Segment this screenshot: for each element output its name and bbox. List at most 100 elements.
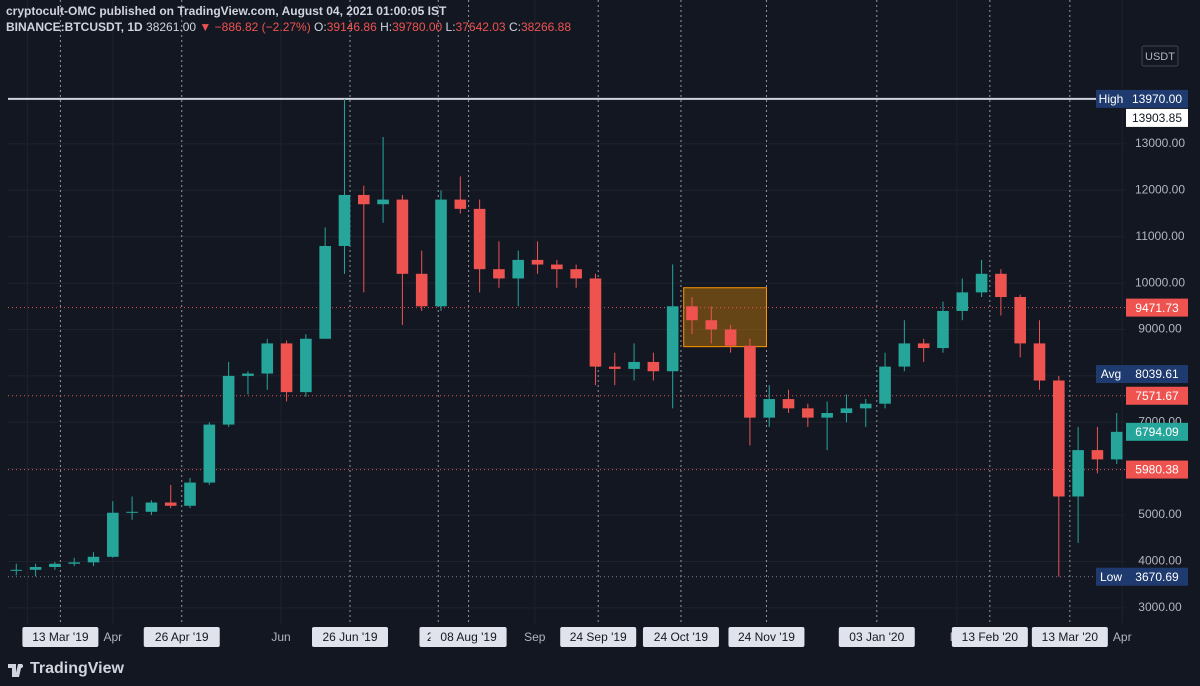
candle-body: [357, 194, 370, 205]
x-tick-label: Sep: [524, 630, 546, 644]
last: 38261.00: [146, 20, 197, 34]
x-tick-badge: [22, 627, 99, 647]
candle-body: [937, 310, 949, 349]
candle-body: [1110, 431, 1123, 460]
price-tag-badge: [1096, 365, 1126, 384]
candle-body: [377, 199, 389, 205]
x-tick-label: 24 Oct '19: [654, 630, 709, 644]
candle-body: [1053, 380, 1065, 497]
x-tick-label: 24 Sep '19: [570, 630, 627, 644]
x-tick-badge: [430, 627, 507, 647]
ohlc-2-label: L:: [445, 20, 456, 34]
candle-body: [859, 403, 872, 409]
candle-body: [68, 562, 80, 564]
plot-area: [8, 0, 1125, 625]
x-tick-badge: [311, 627, 388, 647]
x-tick-label: Apr: [103, 630, 122, 644]
price-tag-badge: [1096, 567, 1126, 586]
x-tick-label: 26 Jun '19: [322, 630, 377, 644]
price-badge: [1126, 89, 1188, 108]
candle-body: [29, 567, 42, 570]
price-value: 13970.00: [1132, 92, 1182, 106]
x-tick-label: 13 Mar '20: [1042, 630, 1099, 644]
price-value: 13903.85: [1132, 111, 1182, 125]
candle-body: [396, 199, 409, 274]
candle-body: [107, 512, 119, 557]
price-tag: Avg: [1101, 367, 1121, 381]
price-badge: [1126, 460, 1188, 479]
symbol-line: BINANCE:BTCUSDT, 1D 38261.00 ▼ −886.82 (…: [6, 19, 571, 35]
price-badge: [1126, 365, 1188, 384]
candle-body: [87, 556, 100, 563]
x-tick-badge: [642, 627, 719, 647]
x-tick-label: 13 Mar '19: [32, 630, 89, 644]
ohlc-0: 39146.86: [326, 20, 377, 34]
candle-body: [1014, 297, 1026, 344]
candle-body: [763, 399, 776, 418]
x-tick-badge: [1031, 627, 1108, 647]
candle-body: [589, 278, 602, 367]
candle-body: [184, 482, 196, 506]
ohlc-0-label: O:: [314, 20, 327, 34]
y-tick-label: 3000.00: [1138, 600, 1182, 614]
x-tick-badge: [143, 627, 220, 647]
candle-body: [724, 329, 737, 346]
y-tick-label: 5000.00: [1138, 507, 1182, 521]
price-badge: [1126, 386, 1188, 405]
x-tick-label: Apr: [1113, 630, 1132, 644]
candle-body: [338, 194, 351, 246]
published-text: cryptocult-OMC published on TradingView.…: [6, 4, 447, 18]
x-tick-badge: [951, 627, 1028, 647]
candle-body: [280, 343, 293, 393]
candle-body: [898, 343, 911, 367]
currency: USDT: [1145, 51, 1175, 63]
brand: TradingView: [30, 660, 125, 677]
candle-body: [242, 373, 254, 376]
candle-body: [744, 345, 756, 418]
candle-body: [164, 502, 177, 506]
x-tick-badge: [728, 627, 805, 647]
candle-body: [879, 366, 891, 404]
candle-body: [126, 511, 138, 513]
y-tick-label: 10000.00: [1135, 275, 1185, 289]
candle-body: [551, 264, 563, 270]
tv-logo: [8, 664, 23, 677]
candle-body: [493, 269, 505, 279]
candle-body: [628, 361, 640, 369]
candle-body: [49, 563, 61, 568]
y-tick-label: 9000.00: [1138, 322, 1182, 336]
candle-body: [647, 361, 660, 372]
x-tick-label: 24 Nov '19: [738, 630, 795, 644]
candle-body: [782, 399, 795, 409]
price-value: 3670.69: [1135, 570, 1179, 584]
x-tick-label: 08 Aug '19: [440, 630, 497, 644]
candle-body: [608, 366, 621, 369]
x-tick-label: 26 Apr '19: [155, 630, 209, 644]
candle-body: [821, 412, 833, 418]
candle-body: [1033, 343, 1046, 381]
candle-body: [300, 338, 312, 393]
price-badge: [1126, 567, 1188, 586]
price-value: 6794.09: [1135, 425, 1179, 439]
candle-body: [840, 408, 853, 413]
price-tag: Low: [1100, 570, 1122, 584]
symbol: BINANCE:BTCUSDT, 1D: [6, 20, 143, 34]
x-tick-label: Jun: [271, 630, 290, 644]
ohlc-2: 37642.03: [455, 20, 506, 34]
price-badge: [1126, 422, 1188, 441]
ohlc-1-label: H:: [380, 20, 393, 34]
y-tick-label: 13000.00: [1135, 136, 1185, 150]
candle-body: [203, 424, 216, 483]
candle-body: [145, 502, 158, 512]
candle-body: [222, 375, 235, 425]
price-value: 8039.61: [1135, 367, 1179, 381]
candle-body: [666, 306, 679, 372]
header: cryptocult-OMC published on TradingView.…: [6, 3, 571, 35]
candle-body: [956, 292, 969, 311]
price-tag-badge: [1096, 89, 1126, 108]
candle-body: [531, 259, 544, 265]
published: cryptocult-OMC published on TradingView.…: [6, 3, 571, 19]
price-badge: [1126, 298, 1188, 317]
x-tick-label: 03 Jan '20: [849, 630, 904, 644]
candle-body: [454, 199, 467, 209]
